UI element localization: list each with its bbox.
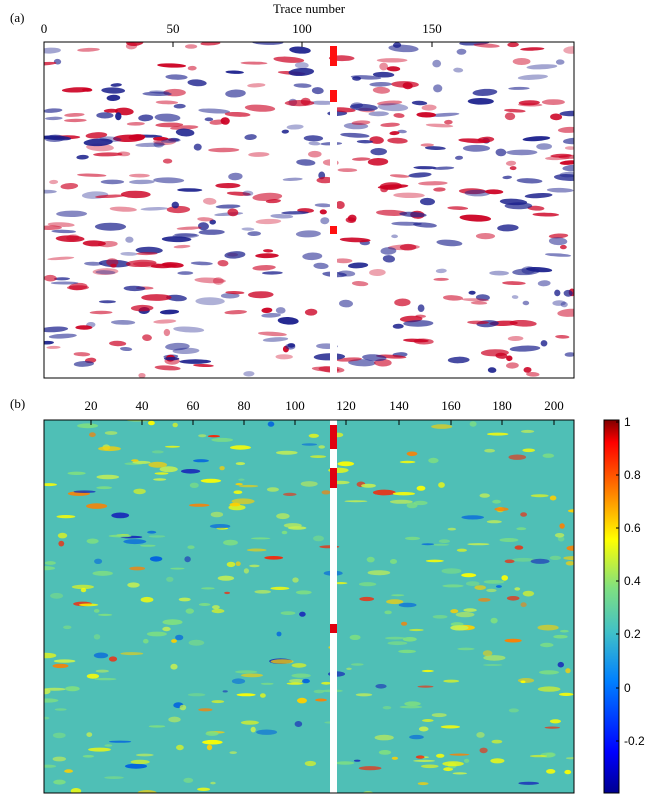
panel-b-tick-label: 120 [336, 398, 356, 413]
panel-b-label: (b) [10, 396, 25, 411]
colorbar-tick-label: 0 [624, 681, 631, 695]
colorbar-tick-label: 0.8 [624, 468, 641, 482]
colorbar-tick-label: 0.6 [624, 521, 641, 535]
panel-b-gap-markers [330, 425, 337, 633]
panel-b-x-ticks: 20 40 60 80 100 120 140 160 180 200 [85, 398, 564, 413]
panel-b-frame [43, 419, 575, 794]
panel-b-tick-label: 60 [187, 398, 200, 413]
colorbar-tick-label: 0.2 [624, 627, 641, 641]
panel-a-x-ticks: 0 50 100 150 [41, 21, 442, 36]
panel-b-tick-marks [90, 420, 555, 425]
panel-a-missing-trace-gap [330, 42, 337, 378]
panel-a-tick-label: 50 [167, 21, 180, 36]
colorbar-tick-label: 0.4 [624, 574, 641, 588]
colorbar: 1 0.8 0.6 0.4 0.2 0 -0.2 [603, 415, 645, 794]
panel-b-tick-label: 40 [136, 398, 149, 413]
panel-b-tick-label: 20 [85, 398, 98, 413]
panel-b-tick-label: 160 [441, 398, 461, 413]
panel-a-frame [43, 41, 575, 379]
panel-a-seismic-image [44, 42, 574, 378]
panel-b-tick-label: 180 [492, 398, 512, 413]
colorbar-gradient [603, 419, 620, 794]
colorbar-tick-label: -0.2 [624, 734, 645, 748]
colorbar-tick-label: 1 [624, 415, 631, 429]
panel-a-tick-label: 100 [292, 21, 312, 36]
panel-b-tick-label: 140 [389, 398, 409, 413]
panel-b-tick-label: 80 [238, 398, 251, 413]
panel-a-tick-label: 0 [41, 21, 48, 36]
panel-b-missing-trace-gap [330, 420, 337, 793]
panel-a-tick-marks [43, 42, 433, 47]
panel-b-attribute-image [44, 420, 574, 793]
panel-a-gap-markers [330, 46, 337, 234]
panel-b-tick-label: 100 [285, 398, 305, 413]
panel-a-label: (a) [10, 10, 24, 25]
panel-a-x-axis-title: Trace number [273, 1, 346, 16]
panel-b-tick-label: 200 [544, 398, 564, 413]
panel-a-tick-label: 150 [422, 21, 442, 36]
